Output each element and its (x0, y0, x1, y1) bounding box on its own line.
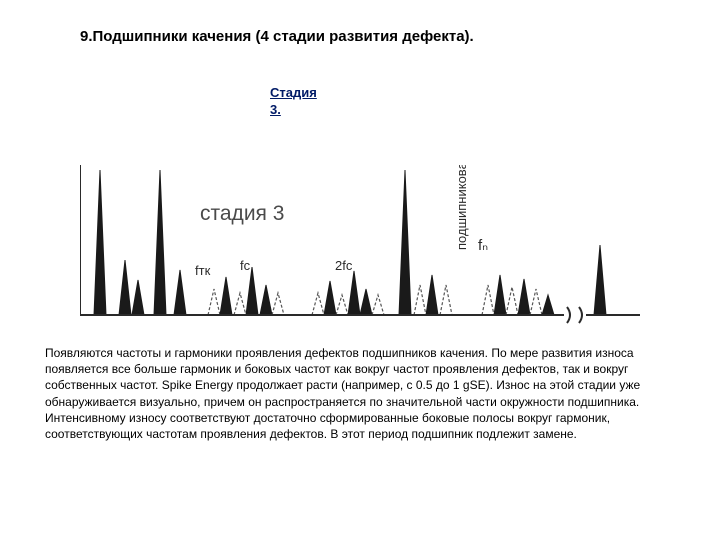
stage-label: Стадия 3. (270, 85, 330, 119)
spectrum-diagram: стадия 3 fтк fc 2fc подшипниковая fₙ (80, 165, 640, 325)
svg-text:2fc: 2fc (335, 258, 353, 273)
svg-text:fₙ: fₙ (478, 237, 488, 254)
svg-text:подшипниковая: подшипниковая (454, 165, 469, 250)
svg-text:fтк: fтк (195, 263, 211, 278)
page: 9.Подшипники качения (4 стадии развития … (0, 0, 720, 540)
svg-text:fc: fc (240, 258, 251, 273)
svg-text:стадия 3: стадия 3 (200, 202, 284, 225)
section-title: 9.Подшипники качения (4 стадии развития … (80, 28, 474, 45)
body-paragraph: Появляются частоты и гармоники проявлени… (45, 345, 665, 442)
